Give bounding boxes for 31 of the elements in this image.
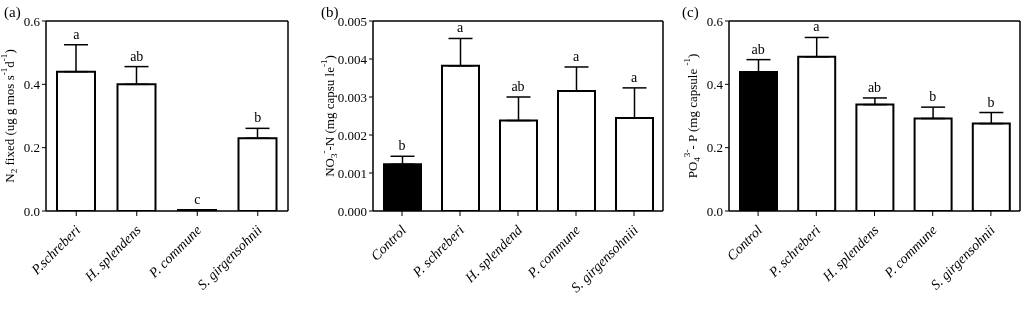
annotation: ab [867,79,882,95]
y-tick-label: 0.6 [706,13,724,29]
annotation: c [194,192,201,208]
y-tick-label: 0.0 [706,203,723,219]
chart-title: (b) [321,4,339,20]
annotation: ab [751,41,765,57]
chart-title: (c) [682,4,699,21]
annotation: a [630,69,638,85]
y-tick-label: 0.6 [23,13,41,29]
annotation: b [398,138,406,154]
y-tick-label: 0.2 [23,140,40,156]
annotation: b [987,94,995,110]
chart-title: (a) [4,4,21,21]
y-tick-label: 0.4 [706,76,724,92]
annotation: b [254,110,262,126]
y-tick-label: 0.001 [337,165,367,181]
y-tick-label: 0.4 [23,76,41,92]
annotation: a [813,19,821,35]
annotation: a [572,48,580,64]
y-tick-label: 0.0 [23,203,40,219]
y-tick-label: 0.005 [337,13,367,29]
annotation: a [456,20,464,36]
y-tick-label: 0.004 [337,51,368,67]
y-tick-label: 0.000 [337,203,367,219]
annotation: ab [130,48,144,64]
annotation: a [73,26,81,42]
y-tick-label: 0.2 [706,140,723,156]
y-tick-label: 0.003 [337,89,367,105]
y-tick-label: 0.002 [337,127,367,143]
annotation: ab [511,79,525,94]
annotation: b [929,89,937,105]
